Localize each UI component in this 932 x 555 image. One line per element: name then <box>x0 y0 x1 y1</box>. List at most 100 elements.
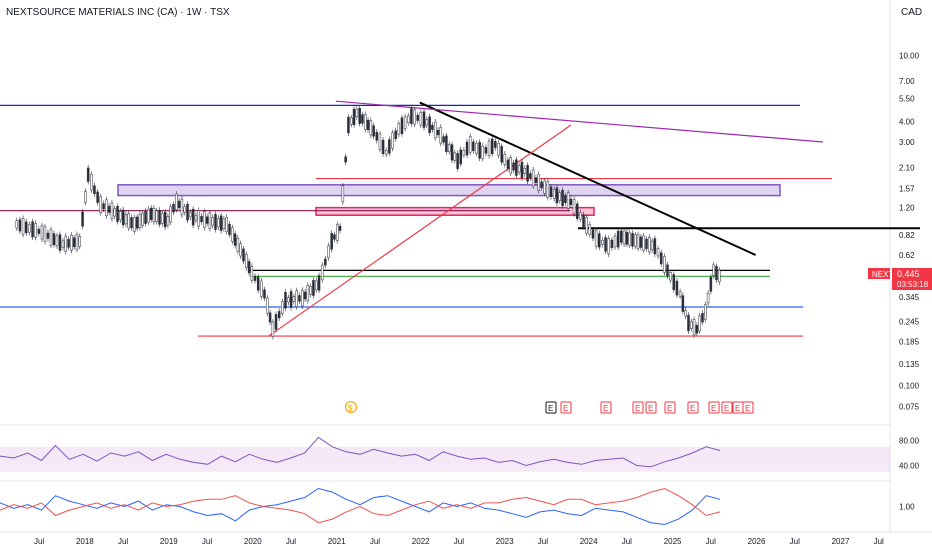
time-tick-label: 2027 <box>832 537 850 546</box>
candle-body <box>555 187 559 204</box>
price-tag-bg <box>892 268 932 290</box>
price-tick-label: 0.100 <box>899 382 920 391</box>
candle-body <box>119 211 122 221</box>
time-tick-label: Jul <box>454 537 464 546</box>
candle-body <box>604 237 607 252</box>
candle-body <box>468 136 472 153</box>
candle-body <box>564 195 567 203</box>
time-tick-label: 2018 <box>76 537 94 546</box>
dividend-marker[interactable] <box>345 401 357 413</box>
earnings-marker[interactable] <box>545 401 557 414</box>
candle-body <box>242 248 245 262</box>
candle-body <box>512 162 515 171</box>
candle-body <box>55 235 59 247</box>
candle-body <box>636 234 640 249</box>
price-zone[interactable] <box>315 206 595 216</box>
candle-body <box>506 159 510 169</box>
time-tick-label: Jul <box>370 537 380 546</box>
candle-body <box>478 142 481 159</box>
candle-body <box>306 284 310 301</box>
candle-body <box>701 313 704 323</box>
candle-body <box>588 224 592 236</box>
candle-body <box>419 112 423 126</box>
candle-body <box>31 221 34 238</box>
candle-body <box>127 213 130 229</box>
earnings-marker[interactable] <box>600 401 612 414</box>
price-zone[interactable] <box>117 184 781 197</box>
candle-body <box>361 114 364 124</box>
candle-body <box>341 185 345 203</box>
earnings-marker[interactable] <box>560 401 572 414</box>
candle-body <box>121 209 125 226</box>
candle-body <box>642 235 645 251</box>
candle-body <box>61 240 65 248</box>
candle-body <box>169 206 172 223</box>
candle-body <box>687 314 690 332</box>
candle-body <box>709 276 713 292</box>
candle-body <box>490 138 494 155</box>
candle-body <box>459 149 462 165</box>
candle-body <box>301 289 304 307</box>
candle-body <box>113 208 116 217</box>
trendline[interactable] <box>268 124 572 337</box>
time-tick-label: Jul <box>706 537 716 546</box>
time-tick-label: 2024 <box>580 537 598 546</box>
candle-body <box>681 295 685 312</box>
time-tick-label: Jul <box>622 537 632 546</box>
event-marker-label: E <box>711 404 716 413</box>
earnings-marker[interactable] <box>687 401 699 414</box>
candle-body <box>21 218 25 235</box>
candle-body <box>245 254 248 268</box>
currency-label: CAD <box>901 7 922 18</box>
price-tick-label: 0.82 <box>899 231 915 240</box>
earnings-marker[interactable] <box>664 401 676 414</box>
candle-body <box>540 181 543 189</box>
event-marker-label: E <box>690 404 695 413</box>
candle-body <box>428 116 431 133</box>
candle-body <box>163 211 167 228</box>
candle-body <box>309 286 312 295</box>
candle-body <box>648 236 651 253</box>
candle-body <box>639 236 643 248</box>
trendline[interactable] <box>419 101 757 256</box>
candle-body <box>303 291 307 300</box>
candle-body <box>616 230 620 248</box>
event-markers[interactable]: $ E E E E E E E E E E E <box>345 401 754 414</box>
candle-body <box>327 245 330 259</box>
candle-body <box>625 231 629 245</box>
candle-body <box>631 233 634 247</box>
candle-body <box>271 321 275 337</box>
candle-body <box>208 212 212 229</box>
candle-body <box>355 108 359 117</box>
candle-body <box>369 120 373 136</box>
trendline[interactable] <box>335 100 823 143</box>
price-tick-label: 0.245 <box>899 318 920 327</box>
candle-body <box>274 314 278 330</box>
rsi-tick-label: 80.00 <box>899 437 920 446</box>
price-tag[interactable]: NEXT 0.445 03:53:18 <box>868 268 932 290</box>
candle-body <box>579 212 582 220</box>
earnings-marker[interactable] <box>708 401 720 414</box>
candle-body <box>260 280 263 297</box>
earnings-marker[interactable] <box>721 401 733 414</box>
candle-body <box>445 135 448 152</box>
candle-body <box>24 221 28 234</box>
candle-body <box>569 198 573 206</box>
candle-body <box>620 230 623 243</box>
candle-body <box>225 216 228 232</box>
candle-body <box>205 216 209 224</box>
candle-body <box>338 225 342 231</box>
price-tick-label: 2.10 <box>899 164 915 173</box>
candle-body <box>81 211 84 227</box>
earnings-marker[interactable] <box>742 401 754 414</box>
earnings-marker[interactable] <box>632 401 644 414</box>
earnings-marker[interactable] <box>645 401 657 414</box>
candle-body <box>90 174 93 191</box>
candle-body <box>228 223 231 236</box>
time-tick-label: 2021 <box>328 537 346 546</box>
candle-body <box>558 192 561 201</box>
candle-body <box>706 292 710 304</box>
candle-body <box>481 145 485 159</box>
